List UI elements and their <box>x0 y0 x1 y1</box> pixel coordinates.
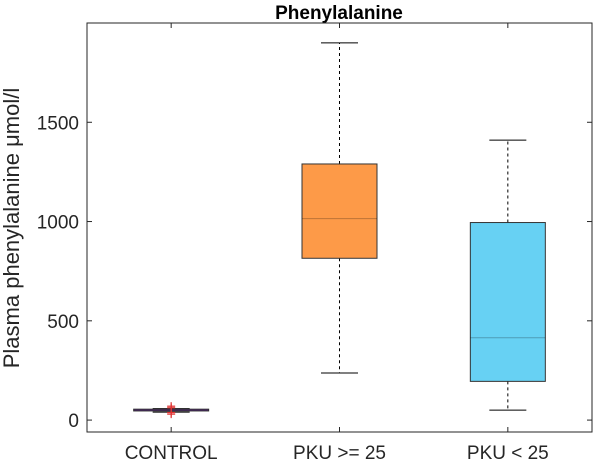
y-axis-label: Plasma phenylalanine μmol/l <box>0 88 24 369</box>
box-2 <box>301 42 378 374</box>
box-1 <box>133 402 210 419</box>
y-tick-label: 1500 <box>37 113 79 134</box>
y-tick-label: 1000 <box>37 213 79 234</box>
boxes <box>133 42 546 419</box>
y-ticks: 0 500 1000 1500 <box>37 113 592 432</box>
x-ticks: CONTROL PKU >= 25 PKU < 25 <box>125 23 549 463</box>
x-tick-label: PKU < 25 <box>467 443 549 463</box>
box-body <box>301 163 378 259</box>
outlier-marker <box>167 402 176 411</box>
y-tick-label: 500 <box>47 312 79 333</box>
x-tick-label: CONTROL <box>125 443 218 463</box>
y-tick-label: 0 <box>68 411 79 432</box>
box-3 <box>469 139 546 411</box>
chart-title: Phenylalanine <box>275 3 403 24</box>
x-tick-label: PKU >= 25 <box>293 443 386 463</box>
box-body <box>469 222 546 382</box>
